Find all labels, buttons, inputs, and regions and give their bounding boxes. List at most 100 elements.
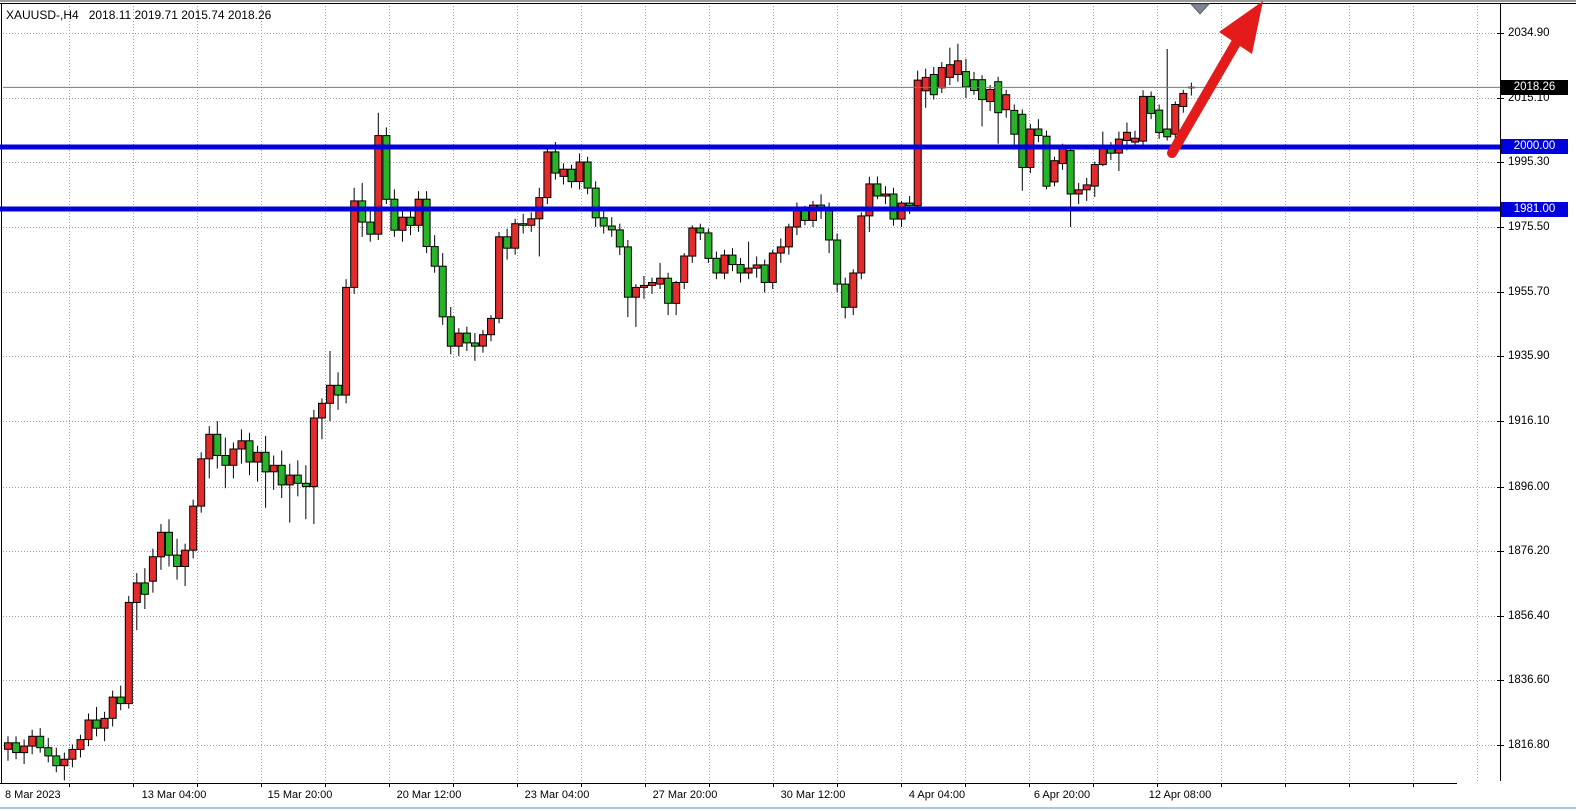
candle-body-bear [1010,109,1019,135]
candle-body-bull [318,402,326,419]
time-scale-label: 6 Apr 20:00 [1033,789,1091,801]
candle-body-bear [422,198,431,247]
candle-body-bull [454,332,463,347]
candle-body-bull [921,76,930,92]
time-scale-label: 27 Mar 20:00 [652,789,718,801]
candle-body-bear [905,202,914,207]
candle-body-bull [148,556,157,582]
price-scale-label: 2034.90 [1508,27,1550,40]
candle-body-bull [1050,160,1059,183]
candle-body-bull [350,200,359,288]
candle-body-bull [640,284,648,288]
candle-body-bull [784,226,793,248]
candle-body-bear [760,264,769,283]
candle-body-bull [205,433,214,460]
chart-title: XAUUSD-,H4 2018.11 2019.71 2015.74 2018.2… [6,8,271,22]
candle-body-bear [293,474,302,484]
candle-body-bull [631,286,640,298]
candle-body-bull [849,272,858,308]
candle-body-bull [229,448,238,466]
candle-body-bear [92,719,101,729]
candle-body-bull [986,89,995,103]
time-scale-label: 30 Mar 12:00 [780,789,846,801]
bid-price-tag: 2018.26 [1501,79,1568,95]
candle-body-bear [623,246,632,298]
candle-body-bull [342,286,351,396]
level-price-tag: 2000.00 [1501,139,1568,155]
candle-body-bull [4,742,12,750]
time-scale-label: 23 Mar 04:00 [524,789,590,801]
candle-body-bull [720,254,729,274]
time-scale-label: 12 Apr 08:00 [1148,789,1212,801]
window-bottom-edge [0,807,1576,809]
candle-body-bull [1131,137,1139,143]
trend-arrow-head [1219,1,1263,54]
candle-body-bear [970,79,978,91]
candle-body-bear [728,254,737,266]
candle-body-bull [479,334,487,347]
trend-arrow-annotation[interactable] [1167,1,1263,158]
candle-body-bull [1058,148,1067,165]
candle-body-bull [197,458,206,507]
candle-body-bull [792,209,801,228]
candle-body-bull [672,282,681,304]
candle-body-bull [84,719,93,741]
candle-body-bear [213,433,222,456]
candle-body-bull [124,601,133,705]
trend-arrow-shaft [1167,31,1245,158]
candle-body-bear [470,342,479,347]
candle-body-bear [1155,109,1164,134]
candle-body-bull [752,264,761,269]
candle-body-bear [366,221,375,235]
candle-body-bull [648,282,656,286]
candle-body-bear [615,229,624,248]
candle-body-bear [173,554,182,567]
candle-body-bear [245,440,254,463]
candle-body-bear [277,464,286,486]
candle-body-bear [583,161,592,189]
candle-body-bear [406,216,415,226]
candle-body-bull [776,246,785,254]
candle-body-bull [511,223,520,249]
candle-body-bear [438,265,447,318]
candle-body-bear [962,71,970,88]
candle-body-bear [1147,95,1156,114]
candle-body-bear [165,531,173,556]
candle-body-bull [559,168,568,177]
candle-body-bull [768,252,777,284]
candle-body-bull [285,474,294,486]
candle-body-bull [527,218,536,226]
candle-body-bull [1002,94,1011,111]
price-scale-label: 1975.50 [1508,220,1550,233]
candle-body-bull [1179,92,1188,108]
candle-body-bear [382,135,391,200]
candle-body-bear [462,332,471,344]
candle-body-bear [567,168,576,183]
chart-ohlc-readout: 2018.11 2019.71 2015.74 2018.26 [88,8,272,22]
candle-body-bear [873,183,882,197]
candle-body-bull [237,440,246,450]
candle-body-bull [857,215,866,274]
price-scale-label: 1955.70 [1508,285,1550,298]
triangle-down-marker-icon[interactable] [1189,3,1211,15]
candle-body-bull [76,739,85,750]
candle-body-bear [261,451,270,473]
candle-body-bull [680,255,689,283]
time-scale-label: 20 Mar 12:00 [396,789,462,801]
candle-body-bull [937,67,946,89]
candle-body-bear [696,227,705,234]
time-scale-label: 15 Mar 20:00 [267,789,333,801]
candle-body-bear [1163,128,1172,138]
candle-body-bear [929,74,938,96]
candle-body-bear [1018,113,1027,169]
candle-body-bear [52,755,61,767]
candle-body-bull [398,216,407,231]
candle-body-bull [269,464,278,473]
candle-body-bear [503,236,512,249]
price-scale-label: 1935.90 [1508,350,1550,363]
window-top-edge [0,0,1576,2]
candle-body-bear [825,208,834,241]
candles-layer [4,43,1195,781]
